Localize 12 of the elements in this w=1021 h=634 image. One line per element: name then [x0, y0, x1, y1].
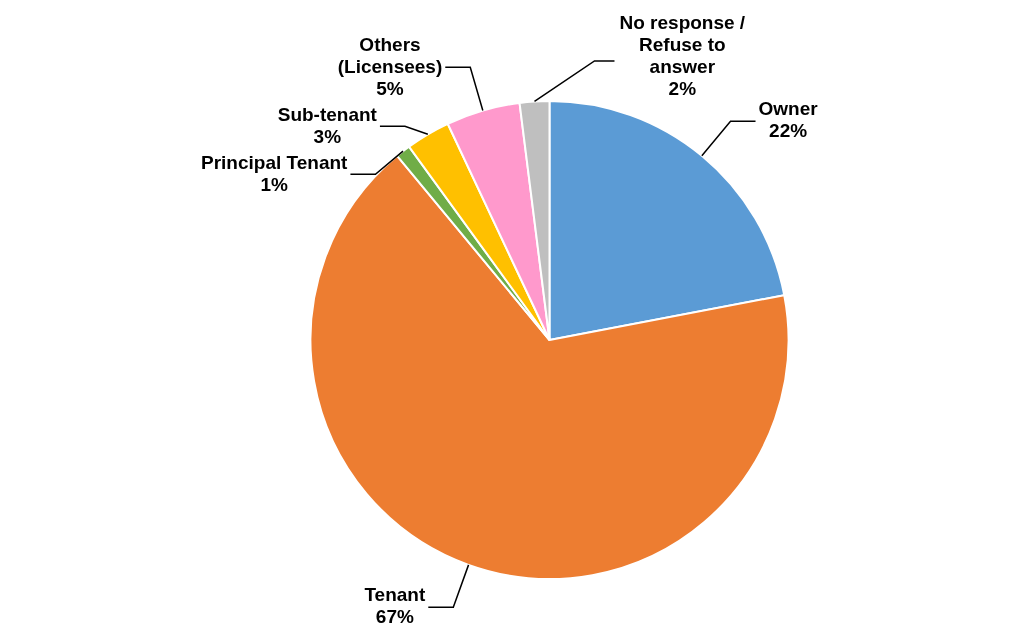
slice-label: No response / Refuse to answer	[619, 12, 746, 78]
data-label: 3%	[313, 125, 342, 147]
slice-label: Others (Licensees)	[337, 33, 443, 77]
data-label: 67%	[375, 606, 414, 628]
data-label: 5%	[376, 77, 404, 99]
data-label: 22%	[769, 120, 808, 142]
slice-label: Owner	[758, 98, 819, 120]
slice-label: Tenant	[364, 584, 426, 606]
slice-label: Sub-tenant	[277, 103, 378, 125]
data-label: 1%	[260, 173, 289, 195]
slice-label: Principal Tenant	[201, 151, 349, 173]
data-label: 2%	[668, 78, 697, 100]
